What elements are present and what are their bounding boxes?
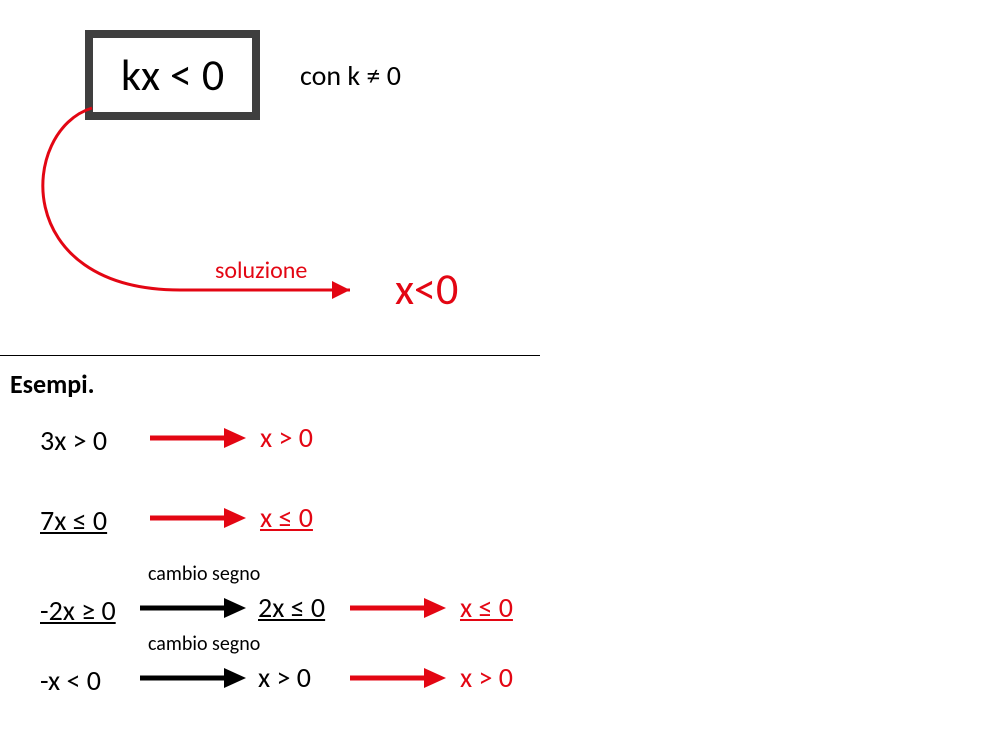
example-row: -2x ≥ 0 bbox=[40, 590, 140, 630]
example-lhs: -2x ≥ 0 bbox=[40, 593, 140, 628]
section-divider bbox=[0, 355, 540, 356]
example-mid: x > 0 bbox=[258, 660, 311, 695]
solution-label: soluzione bbox=[215, 256, 307, 285]
arrow-icon bbox=[140, 598, 250, 618]
example-lhs: 3x > 0 bbox=[40, 423, 140, 458]
sign-change-label: cambio segno bbox=[148, 562, 260, 586]
arrow-icon bbox=[350, 668, 450, 688]
example-result: x > 0 bbox=[260, 420, 313, 455]
example-row: -x < 0 bbox=[40, 660, 140, 700]
arrow-icon bbox=[350, 598, 450, 618]
arrow-icon bbox=[140, 668, 250, 688]
example-lhs: -x < 0 bbox=[40, 663, 140, 698]
arrow-icon bbox=[150, 428, 250, 448]
example-result: x ≤ 0 bbox=[260, 500, 313, 535]
examples-heading: Esempi. bbox=[10, 368, 95, 400]
example-row: 7x ≤ 0 bbox=[40, 500, 140, 540]
curved-arrow bbox=[0, 0, 400, 330]
arrow-icon bbox=[150, 508, 250, 528]
example-lhs: 7x ≤ 0 bbox=[40, 503, 140, 538]
example-result: x ≤ 0 bbox=[460, 590, 513, 625]
sign-change-label: cambio segno bbox=[148, 632, 260, 656]
example-mid: 2x ≤ 0 bbox=[258, 590, 325, 625]
example-row: 3x > 0 bbox=[40, 420, 140, 460]
solution-result: x<0 bbox=[395, 262, 458, 316]
example-result: x > 0 bbox=[460, 660, 513, 695]
